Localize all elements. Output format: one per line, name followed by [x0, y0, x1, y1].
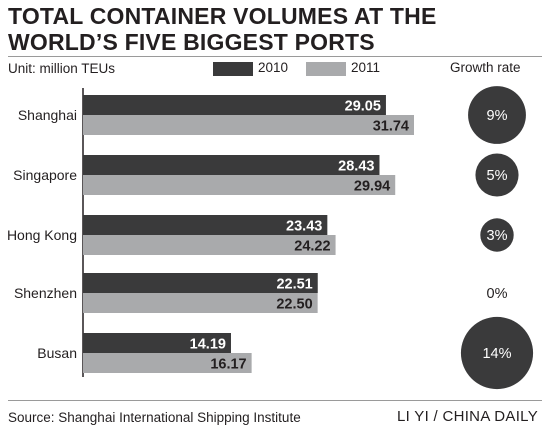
bar-2011-busan: [83, 353, 252, 373]
bar-2010-shanghai: [83, 95, 386, 115]
bar-2010-singapore: [83, 155, 380, 175]
value-label-2010-shanghai: 29.05: [345, 99, 381, 115]
bar-2010-busan: [83, 333, 231, 353]
value-label-2010-shenzhen: 22.51: [276, 277, 312, 293]
growth-label-shanghai: 9%: [487, 108, 508, 124]
bar-2011-hong-kong: [83, 235, 336, 255]
value-label-2011-singapore: 29.94: [354, 179, 390, 195]
growth-rate-title: Growth rate: [450, 60, 521, 75]
value-label-2011-shanghai: 31.74: [373, 119, 409, 135]
category-label-shanghai: Shanghai: [18, 107, 77, 123]
bar-2010-shenzhen: [83, 273, 318, 293]
value-label-2010-hong-kong: 23.43: [286, 219, 322, 235]
bar-2011-singapore: [83, 175, 396, 195]
growth-circle-busan: [460, 316, 534, 390]
credit-line: LI YI / CHINA DAILY: [396, 408, 538, 425]
source-note: Source: Shanghai International Shipping …: [8, 410, 301, 425]
legend-swatch-2011: [306, 62, 346, 76]
value-label-2011-hong-kong: 24.22: [294, 239, 330, 255]
value-label-2011-busan: 16.17: [210, 357, 246, 373]
growth-circle-hong-kong: [480, 218, 514, 252]
category-label-singapore: Singapore: [13, 167, 77, 183]
unit-label: Unit: million TEUs: [8, 61, 116, 76]
growth-label-shenzhen: 0%: [487, 286, 508, 302]
bar-2010-hong-kong: [83, 215, 328, 235]
growth-label-hong-kong: 3%: [487, 228, 508, 244]
growth-circle-singapore: [475, 153, 519, 197]
legend-swatch-2010: [213, 62, 253, 76]
legend-label-2010: 2010: [258, 60, 289, 75]
growth-label-busan: 14%: [482, 346, 511, 362]
category-label-busan: Busan: [37, 345, 77, 361]
growth-label-singapore: 5%: [487, 168, 508, 184]
category-label-hong-kong: Hong Kong: [7, 227, 77, 243]
growth-circle-shanghai: [468, 86, 526, 144]
legend-label-2011: 2011: [351, 60, 381, 75]
bar-2011-shanghai: [83, 115, 414, 135]
bar-2011-shenzhen: [83, 293, 318, 313]
top-rule: [8, 56, 542, 57]
bottom-rule: [8, 400, 542, 401]
category-label-shenzhen: Shenzhen: [14, 285, 77, 301]
value-label-2011-shenzhen: 22.50: [276, 297, 312, 313]
chart-title: TOTAL CONTAINER VOLUMES AT THE WORLD’S F…: [8, 3, 437, 55]
value-label-2010-busan: 14.19: [190, 337, 226, 353]
value-label-2010-singapore: 28.43: [338, 159, 374, 175]
